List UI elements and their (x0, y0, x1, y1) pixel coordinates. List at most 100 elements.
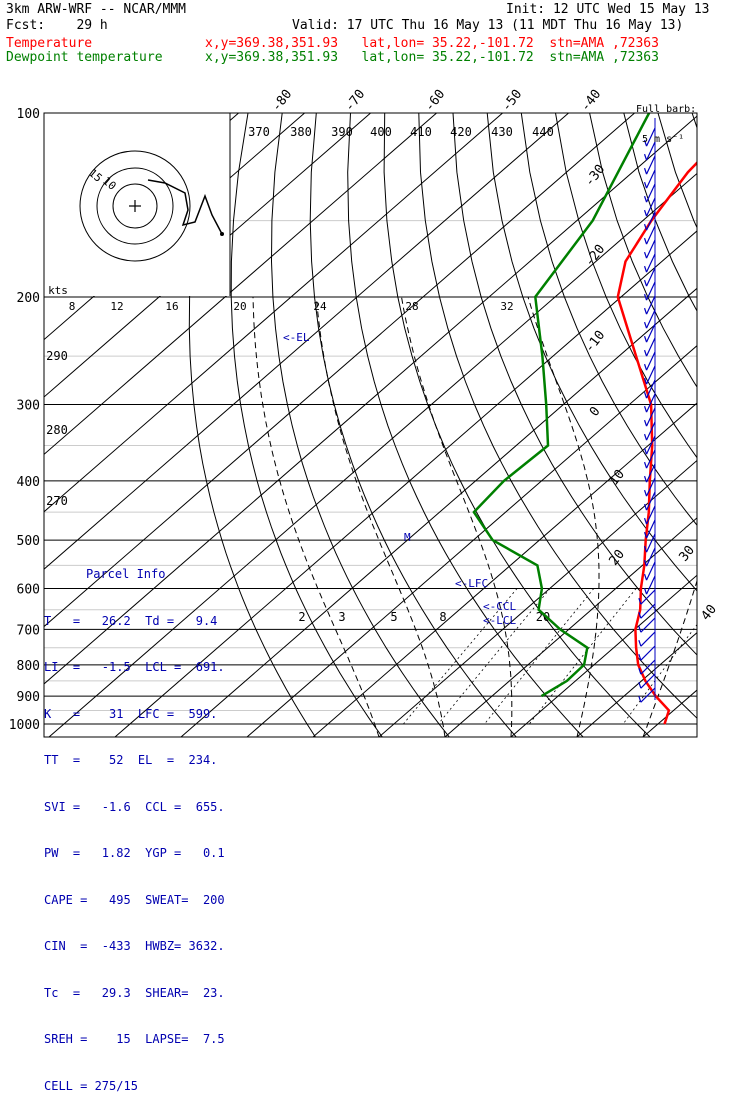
parcel-info-title: Parcel Info (44, 567, 230, 583)
parcel-level-annotation: <-LFC (455, 577, 488, 590)
moist-adiabat-line (643, 297, 732, 737)
wind-barb-flag (645, 322, 647, 328)
wind-barb-flag (645, 588, 647, 594)
parcel-row: K = 31 LFC = 599. (44, 707, 230, 723)
pressure-tick-label: 200 (17, 291, 40, 306)
wind-barb-flag (645, 182, 647, 188)
melting-level-marker: M (404, 531, 411, 544)
wind-barb-flag (639, 682, 641, 688)
hodograph-speed-label: 32 (500, 300, 513, 313)
isotherm-line (247, 113, 740, 737)
isotherm-tick-label: 30 (677, 543, 698, 565)
wind-barb (641, 618, 655, 632)
theta-label: 430 (491, 125, 513, 139)
theta-label: 290 (46, 349, 68, 363)
dry-adiabat-line (726, 113, 740, 737)
wind-barb-flag (645, 210, 647, 216)
mixing-ratio-label: 2 (298, 610, 305, 624)
wind-barb-flag (645, 518, 647, 524)
hodograph-storm-motion (220, 232, 224, 236)
isotherm-tick-label: 0 (587, 404, 604, 419)
wind-barb-flag (645, 154, 647, 160)
hodograph-speed-label: 16 (165, 300, 178, 313)
isotherm-tick-label: -80 (269, 87, 295, 115)
theta-label: 370 (248, 125, 270, 139)
wind-barb-flag (645, 308, 647, 314)
pressure-tick-label: 300 (17, 399, 40, 414)
hodograph-speed-label: 8 (69, 300, 76, 313)
theta-label: 420 (450, 125, 472, 139)
wind-barb-flag (645, 490, 647, 496)
wind-barb-flag (645, 434, 647, 440)
parcel-row: TT = 52 EL = 234. (44, 753, 230, 769)
wind-barb (641, 688, 655, 702)
hodograph-speed-label: 24 (313, 300, 327, 313)
full-barb-legend: Full barb: 5 m s⁻¹ (636, 85, 696, 155)
isotherm-tick-label: -50 (499, 87, 525, 115)
pressure-tick-label: 800 (17, 659, 40, 674)
theta-label: 440 (532, 125, 554, 139)
theta-label: 410 (410, 125, 432, 139)
wind-barb-flag (645, 406, 647, 412)
wind-barb (641, 632, 655, 646)
dry-adiabat-line (272, 113, 450, 737)
pressure-tick-label: 600 (17, 582, 40, 597)
wind-barb-flag (645, 350, 647, 356)
wind-barb-flag (645, 266, 647, 272)
wind-barb (641, 604, 655, 618)
parcel-row: CAPE = 495 SWEAT= 200 (44, 893, 230, 909)
parcel-level-annotation: <-EL (283, 331, 310, 344)
dry-adiabat-line (624, 113, 740, 737)
parcel-info-panel: Parcel Info T = 26.2 Td = 9.4 LI = -1.5 … (44, 536, 230, 736)
moist-adiabat-line (253, 297, 379, 737)
wind-barb-flag (645, 462, 647, 468)
hodograph-speed-label: 28 (405, 300, 418, 313)
parcel-row: CELL = 275/15 (44, 1079, 230, 1095)
hodograph-speed-label: 12 (110, 300, 123, 313)
pressure-tick-label: 700 (17, 623, 40, 638)
isotherm-tick-label: -60 (422, 87, 448, 115)
wind-barb-flag (645, 168, 647, 174)
pressure-tick-label: 900 (17, 690, 40, 705)
theta-label: 380 (290, 125, 312, 139)
parcel-level-annotation: <-CCL (483, 600, 516, 613)
isotherm-line (643, 113, 740, 737)
isotherm-tick-label: 40 (699, 602, 720, 624)
dry-adiabat-line (590, 113, 740, 737)
wind-barb-flag (645, 364, 647, 370)
isotherm-tick-label: -20 (582, 242, 608, 270)
mixing-ratio-label: 5 (390, 610, 397, 624)
full-barb-label: Full barb: (636, 105, 696, 115)
parcel-row: SVI = -1.6 CCL = 655. (44, 800, 230, 816)
full-barb-unit: 5 m s⁻¹ (636, 135, 696, 145)
mixing-ratio-label: 3 (338, 610, 345, 624)
parcel-row: SREH = 15 LAPSE= 7.5 (44, 1032, 230, 1048)
dry-adiabat-line (231, 113, 382, 737)
mixing-ratio-label: 8 (439, 610, 446, 624)
parcel-level-annotation: <-LCL (483, 614, 516, 627)
moist-adiabat-line (709, 297, 740, 737)
pressure-tick-label: 500 (17, 534, 40, 549)
wind-barb-flag (645, 280, 647, 286)
wind-barb-flag (645, 336, 647, 342)
parcel-row: Tc = 29.3 SHEAR= 23. (44, 986, 230, 1002)
isotherm-tick-label: -70 (342, 87, 368, 115)
isotherm-tick-label: -40 (578, 87, 604, 115)
pressure-tick-label: 1000 (9, 718, 40, 733)
isotherm-line (709, 113, 740, 737)
hodograph-speed-label: kts (48, 284, 68, 297)
wind-barb-flag (645, 196, 647, 202)
parcel-row: LI = -1.5 LCL = 691. (44, 660, 230, 676)
hodograph-speed-label: 20 (233, 300, 246, 313)
isotherm-tick-label: 10 (607, 467, 628, 489)
dry-adiabat-line (658, 113, 740, 737)
isotherm-tick-label: -30 (582, 162, 608, 190)
moist-adiabat-line (316, 297, 445, 737)
theta-label: 270 (46, 494, 68, 508)
wind-barb (641, 660, 655, 674)
wind-barb-flag (639, 640, 641, 646)
dry-adiabat-line (521, 113, 740, 737)
theta-label: 400 (370, 125, 392, 139)
parcel-row: PW = 1.82 YGP = 0.1 (44, 846, 230, 862)
wind-barb-flag (645, 252, 647, 258)
